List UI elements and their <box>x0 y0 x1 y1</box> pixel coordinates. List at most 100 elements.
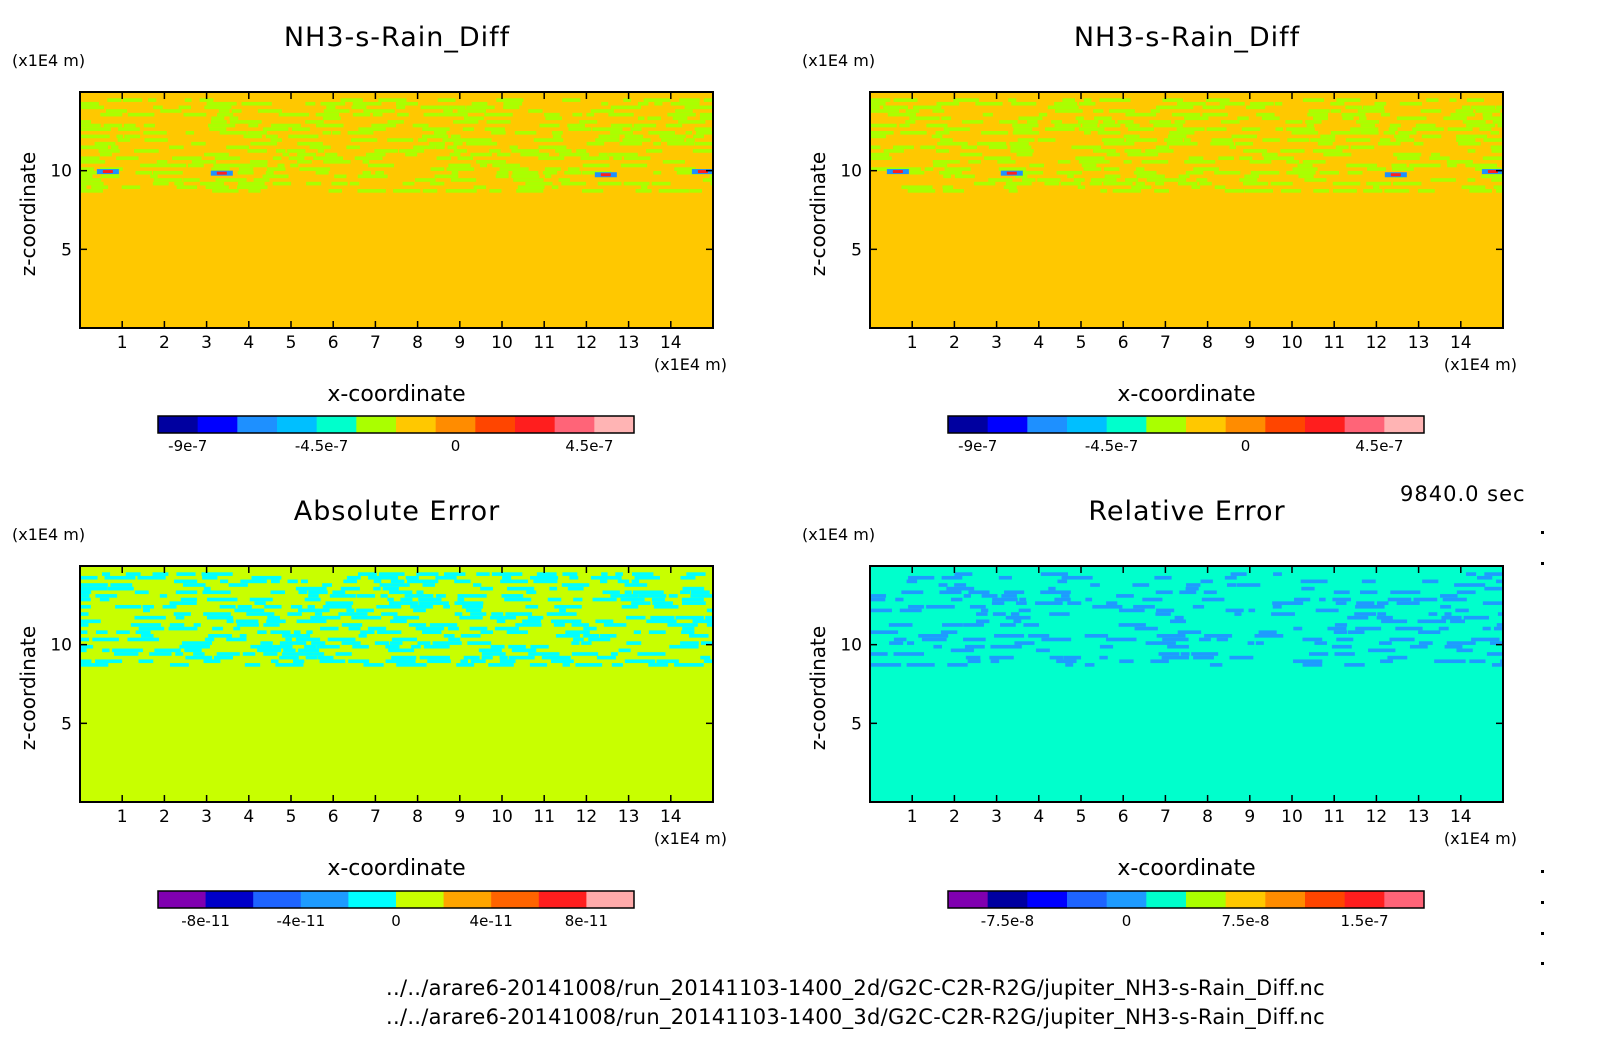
contour-cell <box>592 127 623 131</box>
contour-cell <box>244 663 261 667</box>
contour-cell <box>1145 641 1176 645</box>
contour-cell <box>883 105 909 110</box>
contour-cell <box>1471 637 1500 642</box>
contour-cell <box>1302 637 1323 642</box>
contour-cell <box>340 98 363 102</box>
contour-cell <box>870 105 880 110</box>
contour-cell <box>1090 583 1100 587</box>
contour-cell <box>103 123 122 128</box>
contour-cell <box>80 101 99 106</box>
contour-cell <box>1038 112 1048 117</box>
contour-cell <box>895 597 904 602</box>
colorbar: -8e-11 -4e-11 0 4e-11 8e-11 <box>157 890 635 930</box>
contour-cell <box>968 160 981 164</box>
contour-cell <box>216 652 240 656</box>
contour-cell <box>1323 152 1352 157</box>
contour-cell <box>1360 123 1376 128</box>
contour-cell <box>420 105 449 110</box>
contour-cell <box>1270 181 1293 186</box>
contour-cell <box>1489 641 1503 645</box>
contour-cell <box>382 586 399 591</box>
contour-cell <box>205 185 229 190</box>
contour-cell <box>102 648 110 653</box>
contour-cell <box>1357 109 1385 113</box>
contour-cell <box>494 626 519 631</box>
contour-cell <box>1191 652 1219 656</box>
contour-cell <box>230 120 262 124</box>
contour-cell <box>134 590 149 595</box>
contour-cell <box>1229 145 1237 150</box>
contour-cell <box>1336 98 1361 102</box>
contour-cell <box>1397 156 1420 161</box>
contour-cell <box>1469 189 1492 193</box>
contour-cell <box>1335 145 1349 150</box>
contour-cell <box>80 644 94 649</box>
contour-cell <box>490 615 517 620</box>
contour-cell <box>546 612 577 616</box>
colorbar-frame <box>947 415 1425 434</box>
contour-cell <box>257 630 267 635</box>
contour-cell <box>443 109 453 113</box>
x-tick-label: 2 <box>949 333 960 353</box>
contour-cell <box>965 655 981 660</box>
contour-cell <box>542 170 558 175</box>
contour-cell <box>238 181 265 186</box>
contour-cell <box>399 149 425 153</box>
contour-cell <box>1000 623 1016 627</box>
colorbar-label: 0 <box>1122 912 1132 930</box>
contour-cell <box>292 659 305 664</box>
contour-cell <box>176 572 196 576</box>
contour-cell <box>1461 105 1471 110</box>
contour-cell <box>471 101 488 106</box>
contour-cell <box>646 149 663 153</box>
contour-cell <box>1177 101 1206 106</box>
contour-cell <box>1231 134 1257 139</box>
x-tick-label: 13 <box>618 807 640 827</box>
contour-cell <box>1333 630 1348 635</box>
contour-cell <box>332 130 341 135</box>
contour-cell <box>450 178 477 182</box>
contour-cell <box>893 98 918 102</box>
contour-cell <box>218 109 230 113</box>
contour-cell <box>926 123 948 128</box>
x-tick-label: 2 <box>949 807 960 827</box>
extreme-spot <box>1487 170 1498 174</box>
contour-cell <box>237 185 268 190</box>
colorbar: -7.5e-8 0 7.5e-8 1.5e-7 <box>947 890 1425 930</box>
contour-cell <box>112 648 143 653</box>
contour-cell <box>921 637 947 642</box>
contour-cell <box>1084 663 1095 667</box>
contour-cell <box>253 178 270 182</box>
contour-cell <box>907 641 915 645</box>
contour-cell <box>211 116 225 121</box>
contour-cell <box>870 630 899 635</box>
contour-cell <box>327 637 356 642</box>
contour-cell <box>901 185 933 190</box>
contour-cell <box>236 623 259 627</box>
contour-cell <box>254 601 266 605</box>
contour-cell <box>583 626 597 631</box>
contour-cell <box>1192 604 1205 609</box>
contour-cell <box>239 163 268 168</box>
contour-cell <box>453 149 467 153</box>
contour-cell <box>1209 663 1223 667</box>
contour-cell <box>939 170 962 175</box>
contour-cell <box>1367 167 1387 171</box>
contour-cell <box>544 112 560 117</box>
contour-cell <box>1128 127 1154 131</box>
x-tick-label: 3 <box>991 333 1002 353</box>
contour-cell <box>1026 120 1038 124</box>
contour-cell <box>1054 597 1071 602</box>
contour-cell <box>1466 123 1496 128</box>
contour-cell <box>191 141 206 146</box>
contour-cell <box>388 648 415 653</box>
contour-cell <box>1125 178 1139 182</box>
contour-cell <box>447 145 457 150</box>
contour-cell <box>338 612 368 616</box>
contour-cell <box>905 109 920 113</box>
contour-cell <box>469 626 488 631</box>
contour-cell <box>1056 659 1077 664</box>
contour-cell <box>433 130 447 135</box>
contour-cell <box>700 655 711 660</box>
contour-cell <box>586 141 605 146</box>
